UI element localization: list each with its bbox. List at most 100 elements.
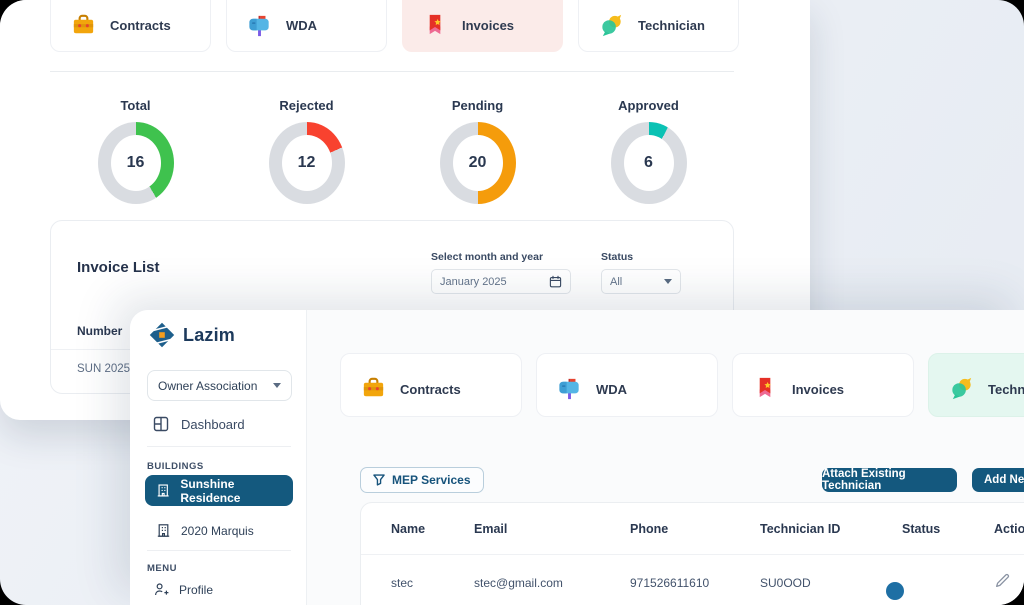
technician-dashboard-window: Lazim Owner Association Dashboard BUILDI…	[130, 310, 1024, 605]
tab-contracts[interactable]: Contracts	[50, 0, 211, 52]
toggle-knob	[886, 581, 904, 600]
status-filter-select[interactable]: All	[601, 269, 681, 294]
wda-mailbox-icon	[249, 15, 269, 37]
stat-label: Total	[120, 98, 151, 113]
month-year-input[interactable]: January 2025	[431, 269, 571, 294]
column-header-name: Name	[391, 521, 426, 536]
cell-name: stec	[391, 576, 414, 590]
column-header-phone: Phone	[630, 521, 669, 536]
stat-label: Rejected	[279, 98, 334, 113]
module-tabs: Contracts WDA Invoices Technician	[50, 0, 739, 52]
tab-label: Technician	[638, 18, 705, 33]
invoices-bookmark-icon	[759, 377, 771, 397]
building-icon	[157, 524, 170, 537]
status-filter-label: Status	[601, 251, 634, 263]
sidebar-divider	[147, 550, 291, 551]
technician-table-card: Name Email Phone Technician ID Status Ac…	[360, 502, 1024, 605]
chevron-down-icon	[664, 279, 672, 284]
sidebar-item-label: Profile	[179, 582, 214, 597]
stat-value: 12	[297, 154, 316, 171]
month-year-picker-group: Select month and year January 2025	[431, 251, 571, 294]
mep-services-filter-button[interactable]: MEP Services	[360, 467, 484, 493]
tab-contracts[interactable]: Contracts	[340, 353, 522, 417]
stat-pending: Pending 20	[392, 98, 563, 204]
stat-total: Total 16	[50, 98, 221, 204]
tab-label: WDA	[286, 18, 318, 33]
tab-invoices[interactable]: Invoices	[732, 353, 914, 417]
technician-chat-icon	[952, 377, 972, 399]
tab-label: Invoices	[462, 18, 515, 33]
sidebar-item-label: 2020 Marquis	[181, 523, 254, 538]
tab-technician-selected[interactable]: Technician	[928, 353, 1024, 417]
dashboard-grid-icon	[153, 416, 169, 432]
number-column-header: Number	[77, 324, 123, 338]
sidebar-item-2020-marquis[interactable]: 2020 Marquis	[156, 523, 254, 538]
stat-value: 6	[644, 154, 653, 171]
attach-existing-technician-button[interactable]: Attach Existing Technician	[822, 468, 957, 492]
stat-label: Pending	[451, 98, 504, 113]
tab-label: Contracts	[110, 18, 171, 33]
sidebar-item-profile[interactable]: Profile	[154, 582, 213, 597]
tab-label: Invoices	[792, 381, 845, 397]
contracts-briefcase-icon	[363, 377, 384, 396]
invoices-bookmark-icon	[429, 14, 441, 35]
pending-donut-chart: 20	[439, 122, 516, 204]
table-row: stec stec@gmail.com 971526611610 SU0OOD	[361, 555, 1024, 605]
stat-approved: Approved 6	[563, 98, 734, 204]
module-tabs: Contracts WDA Invoices Technician	[340, 353, 1024, 417]
menu-section-title: MENU	[147, 563, 177, 574]
add-new-button[interactable]: Add New	[972, 468, 1024, 492]
month-year-value: January 2025	[440, 275, 507, 288]
buildings-section-title: BUILDINGS	[147, 461, 204, 472]
sidebar-item-sunshine-residence[interactable]: Sunshine Residence	[145, 475, 293, 506]
total-donut-chart: 16	[97, 122, 174, 204]
column-header-email: Email	[474, 521, 508, 536]
sidebar-item-dashboard[interactable]: Dashboard	[153, 416, 245, 432]
technician-chat-icon	[602, 14, 622, 37]
wda-mailbox-icon	[559, 378, 579, 399]
stat-label: Approved	[618, 98, 679, 113]
stat-rejected: Rejected 12	[221, 98, 392, 204]
tab-technician[interactable]: Technician	[578, 0, 739, 52]
approved-donut-chart: 6	[610, 122, 687, 204]
table-header-row: Name Email Phone Technician ID Status Ac…	[361, 503, 1024, 555]
cell-technician-id: SU0OOD	[760, 576, 811, 590]
sidebar-divider	[147, 446, 291, 447]
association-selector[interactable]: Owner Association	[147, 370, 292, 401]
rejected-donut-chart: 12	[268, 122, 345, 204]
month-year-label: Select month and year	[431, 251, 544, 263]
tabs-divider	[50, 71, 734, 72]
person-add-icon	[155, 583, 169, 596]
tab-invoices-selected[interactable]: Invoices	[402, 0, 563, 52]
tab-wda[interactable]: WDA	[536, 353, 718, 417]
contracts-briefcase-icon	[73, 14, 94, 34]
invoice-list-title: Invoice List	[77, 259, 160, 276]
tab-label: Technician	[988, 381, 1024, 397]
association-selector-value: Owner Association	[158, 378, 258, 393]
stat-value: 20	[468, 154, 487, 171]
column-header-status: Status	[902, 521, 941, 536]
column-header-action: Action	[994, 521, 1024, 536]
tab-wda[interactable]: WDA	[226, 0, 387, 52]
stat-value: 16	[126, 154, 145, 171]
chevron-down-icon	[273, 383, 281, 388]
status-filter-group: Status All	[601, 251, 681, 294]
cell-email: stec@gmail.com	[474, 576, 563, 590]
mep-services-label: MEP Services	[392, 473, 471, 487]
invoice-stats-row: Total 16 Rejected 12 Pending 20 Approved	[50, 98, 734, 204]
tab-label: Contracts	[400, 381, 461, 397]
sidebar-item-label: Dashboard	[181, 416, 245, 432]
brand: Lazim	[149, 322, 235, 348]
brand-name: Lazim	[183, 324, 236, 345]
cell-phone: 971526611610	[630, 576, 710, 590]
lazim-logo-icon	[149, 322, 175, 348]
edit-pencil-icon[interactable]	[994, 572, 1011, 589]
sidebar-item-label: Sunshine Residence	[180, 476, 241, 505]
tab-label: WDA	[596, 381, 628, 397]
sidebar: Lazim Owner Association Dashboard BUILDI…	[130, 310, 307, 605]
column-header-technician-id: Technician ID	[760, 521, 841, 536]
building-icon	[157, 484, 169, 497]
filter-funnel-icon	[373, 474, 385, 486]
calendar-icon[interactable]	[549, 275, 562, 288]
